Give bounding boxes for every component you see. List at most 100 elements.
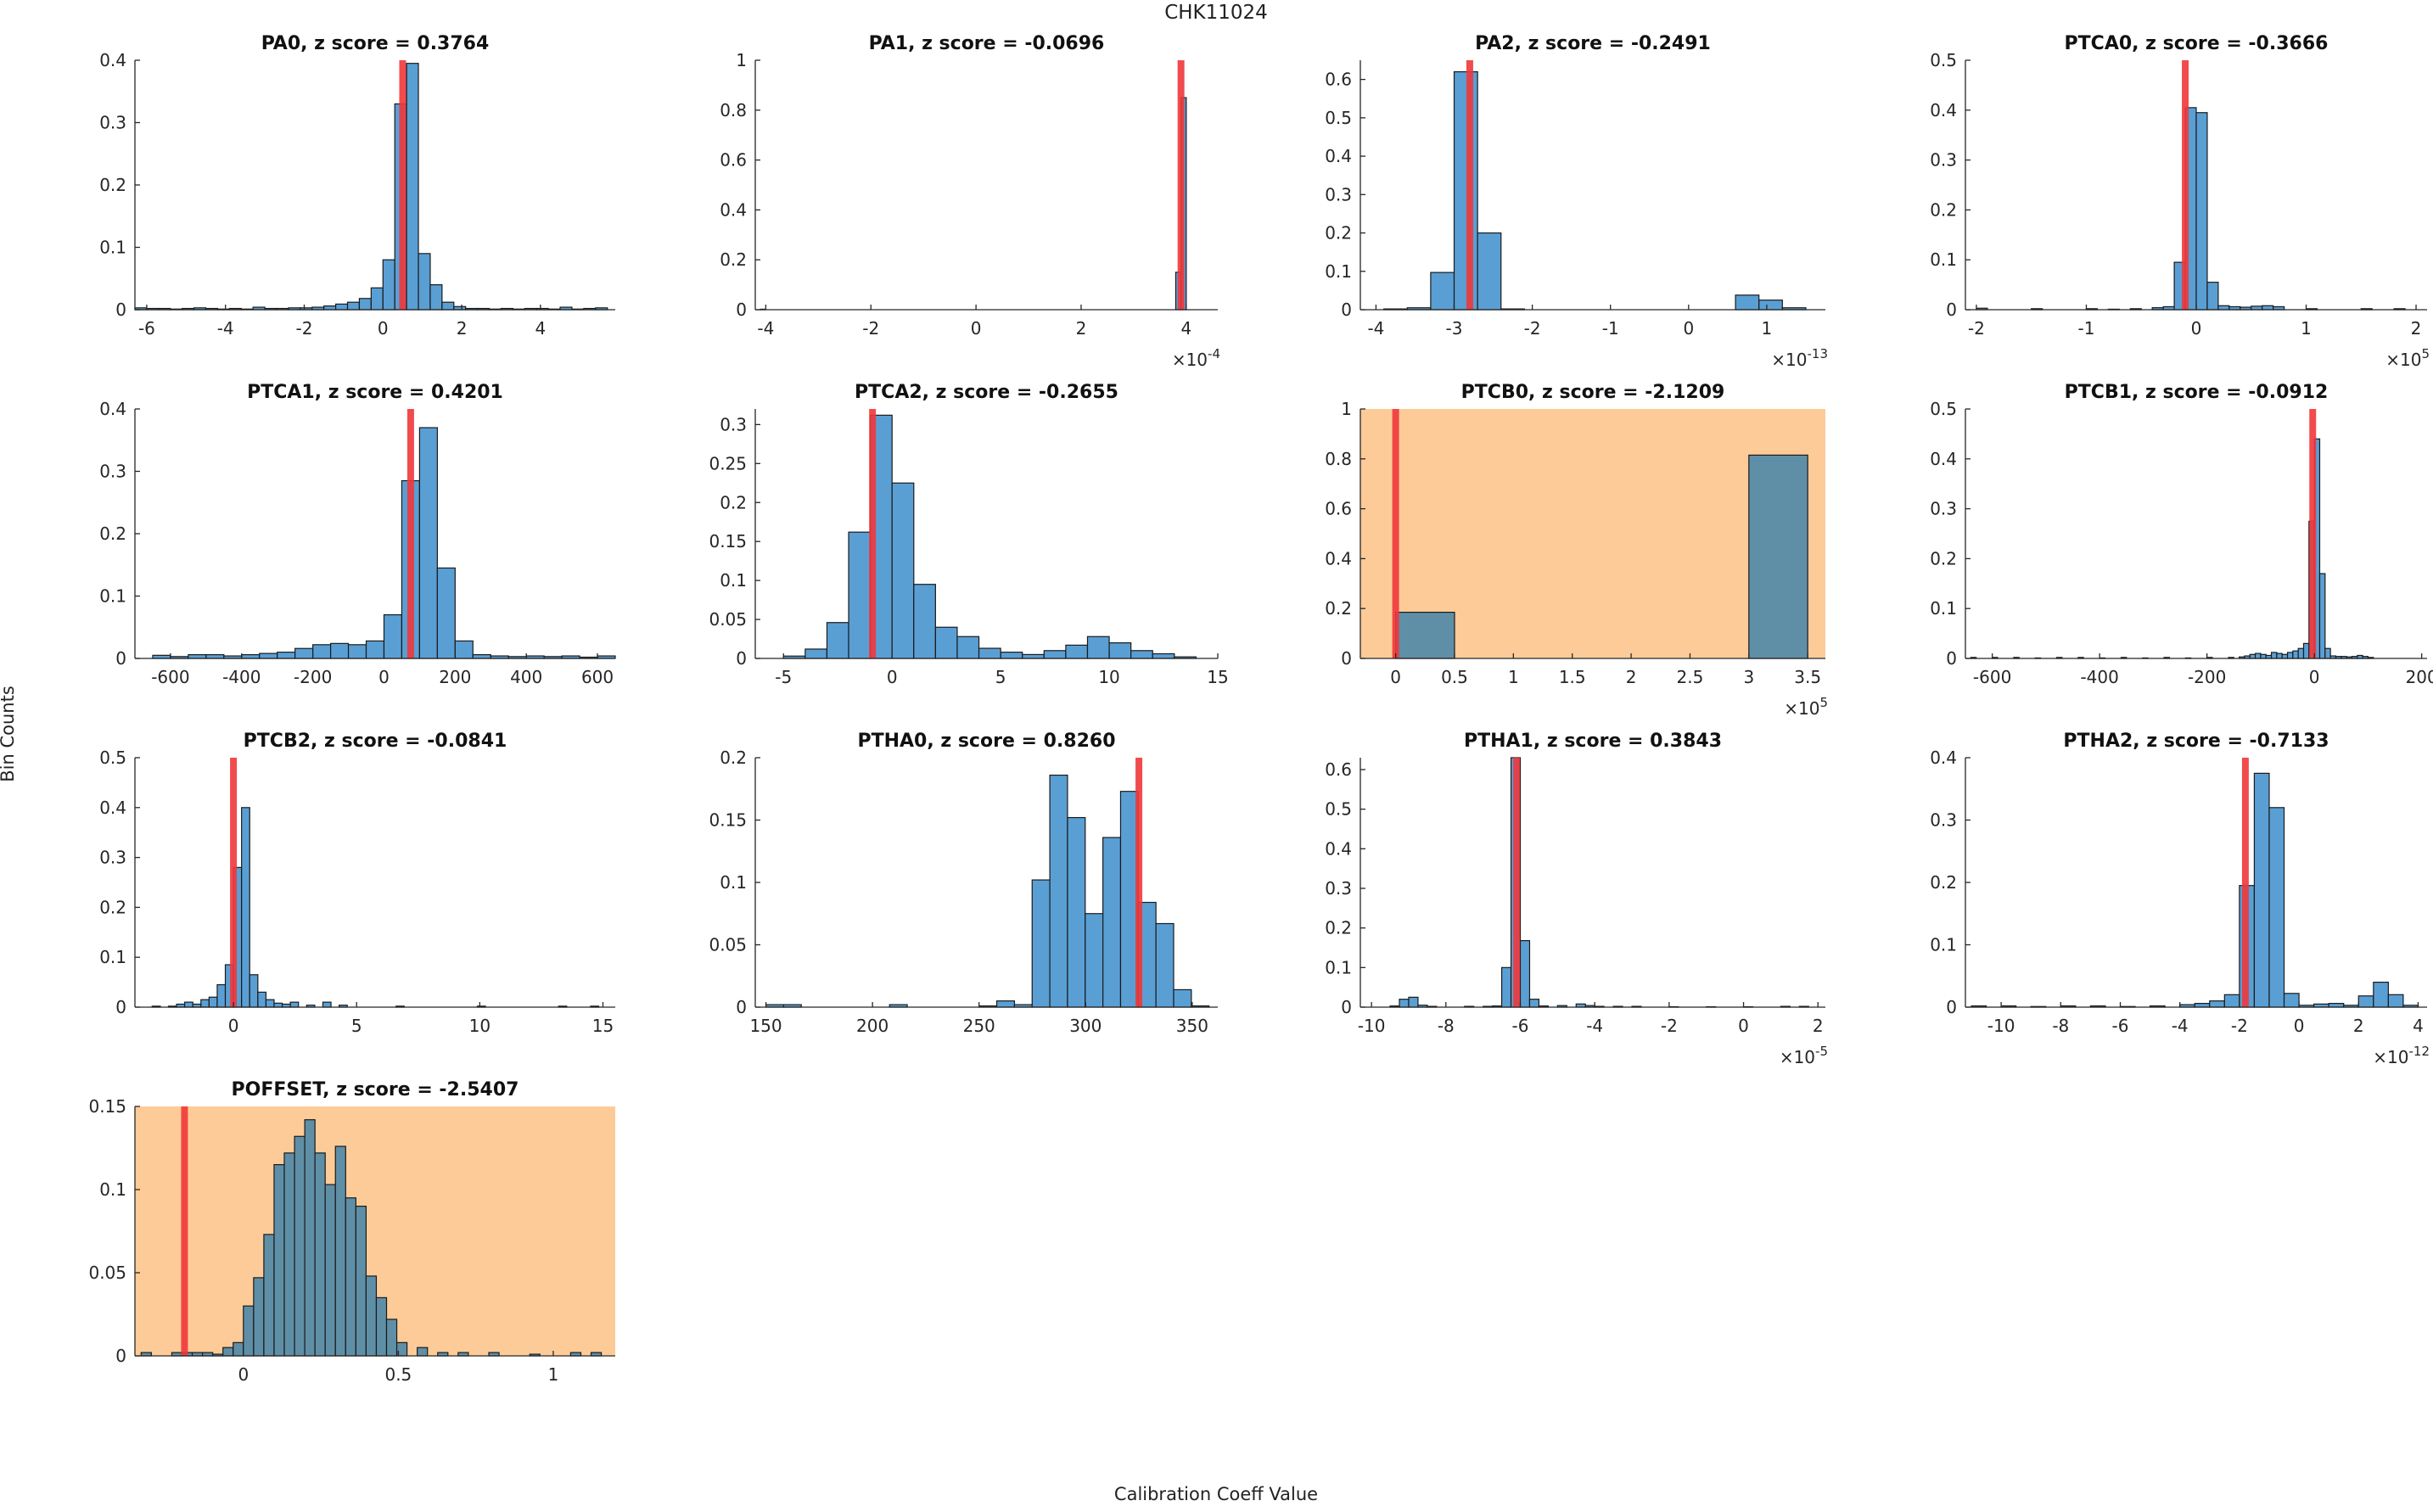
y-tick-label: 0 [1341, 997, 1352, 1017]
y-tick-label: 0.2 [99, 175, 126, 195]
histogram-bar [1156, 924, 1174, 1007]
x-tick-label: -6 [138, 318, 155, 339]
y-tick-label: 0.1 [1325, 957, 1352, 977]
histogram-bar [1455, 72, 1478, 310]
x-tick-label: -4 [2172, 1016, 2189, 1036]
histogram-bar [1109, 643, 1131, 658]
x-tick-label: 1 [1762, 318, 1773, 339]
histogram-bar [359, 299, 371, 310]
histogram-bar [383, 260, 395, 310]
histogram-bar [2218, 305, 2229, 310]
x-tick-label: -5 [775, 667, 792, 687]
x-tick-label: -3 [1446, 318, 1463, 339]
subplot-title: PTCA0, z score = -0.3666 [2065, 33, 2329, 54]
histogram-bar [384, 615, 401, 658]
x-tick-label: -2 [862, 318, 879, 339]
y-tick-label: 0.5 [99, 748, 126, 768]
histogram-bar [242, 808, 250, 1007]
y-tick-label: 0.4 [1325, 838, 1352, 859]
y-tick-label: 0.6 [1325, 70, 1352, 90]
subplot-title: PTHA1, z score = 0.3843 [1464, 731, 1722, 752]
y-tick-label: 0.3 [1325, 878, 1352, 899]
y-tick-label: 0.3 [1930, 810, 1957, 831]
histogram-bar [1431, 272, 1455, 310]
histogram-bar [2358, 996, 2374, 1007]
x-tick-label: 2 [457, 318, 468, 339]
y-tick-label: 0.6 [1325, 759, 1352, 780]
y-tick-label: 0.5 [1930, 50, 1957, 70]
y-tick-label: 0 [1341, 300, 1352, 320]
y-tick-label: 0 [1946, 997, 1957, 1017]
histogram-bar [1735, 295, 1759, 310]
histogram-bar [1409, 997, 1418, 1007]
y-tick-label: 0.4 [99, 798, 126, 818]
x-tick-label: -6 [2112, 1016, 2129, 1036]
histogram-bar [305, 1120, 315, 1356]
x-tick-label: -2 [1661, 1016, 1678, 1036]
histogram-bar [1032, 880, 1050, 1007]
x-tick-label: 4 [2413, 1016, 2424, 1036]
x-tick-label: 0 [1738, 1016, 1749, 1036]
histogram-bar [2269, 808, 2284, 1007]
x-tick-label: 0 [378, 667, 390, 687]
histogram-bar [455, 641, 473, 658]
histogram-bar [266, 1000, 274, 1007]
y-tick-label: 0 [736, 997, 747, 1017]
y-tick-label: 0.4 [1930, 748, 1957, 768]
histogram-bar [258, 992, 266, 1007]
y-tick-label: 0 [736, 300, 747, 320]
x-tick-label: -4 [757, 318, 774, 339]
y-tick-label: 0.4 [1325, 548, 1352, 568]
y-tick-label: 0.2 [1325, 598, 1352, 619]
x-tick-label: 10 [469, 1016, 491, 1036]
subplot-title: PA0, z score = 0.3764 [261, 33, 490, 54]
histogram-bar [437, 568, 455, 658]
histogram-bar [274, 1165, 284, 1356]
x-tick-label: -4 [1586, 1016, 1603, 1036]
histogram-bar [260, 653, 277, 658]
y-tick-label: 0 [115, 300, 126, 320]
histogram-bar [1502, 967, 1511, 1007]
x-tick-label: 0 [2309, 667, 2320, 687]
x-tick-label: 350 [1176, 1016, 1208, 1036]
y-tick-label: 0.1 [99, 586, 126, 607]
x-exponent-label: ×10-12 [2373, 1044, 2430, 1067]
x-tick-label: 2 [2353, 1016, 2364, 1036]
y-tick-label: 0 [736, 648, 747, 669]
y-tick-label: 0.05 [709, 935, 747, 955]
histogram-bar [376, 1297, 386, 1356]
x-tick-label: 200 [856, 1016, 889, 1036]
histogram-bar [2256, 653, 2261, 658]
y-tick-label: 0.4 [99, 399, 126, 419]
histogram-bar [827, 623, 849, 658]
x-tick-label: 1 [2301, 318, 2312, 339]
x-exponent-label: ×10-5 [1780, 1044, 1828, 1067]
histogram-bar [2277, 653, 2282, 658]
x-tick-label: -200 [294, 667, 332, 687]
subplot-title: PTCB1, z score = -0.0912 [2065, 382, 2329, 403]
histogram-bar [1068, 818, 1085, 1007]
histogram-bar [284, 1153, 294, 1356]
histogram-bar [1087, 636, 1109, 658]
histogram-bar [2325, 648, 2330, 658]
x-tick-label: 0 [228, 1016, 239, 1036]
x-tick-label: -400 [2080, 667, 2118, 687]
histogram-bar [295, 648, 313, 658]
histogram-bar [331, 643, 349, 658]
histogram-bar [1050, 776, 1068, 1007]
subplot-title: PTHA0, z score = 0.8260 [857, 731, 1115, 752]
y-tick-label: 0.4 [99, 50, 126, 70]
y-tick-label: 0.2 [1325, 918, 1352, 938]
histogram-bar [2272, 652, 2277, 658]
x-tick-label: 0 [2294, 1016, 2305, 1036]
y-tick-label: 0.3 [1930, 150, 1957, 171]
y-tick-label: 0.1 [1325, 261, 1352, 282]
y-tick-label: 0.4 [1325, 146, 1352, 166]
histogram-bar [1396, 613, 1455, 658]
histogram-bar [249, 975, 258, 1007]
